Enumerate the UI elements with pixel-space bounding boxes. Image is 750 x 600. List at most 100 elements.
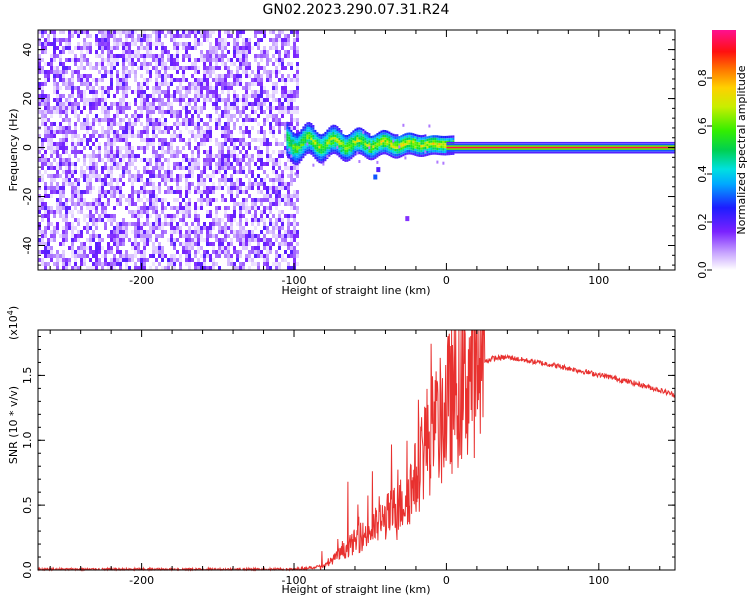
heatmap-cell [143, 258, 146, 262]
heatmap-cell [92, 218, 95, 222]
heatmap-cell [224, 230, 227, 234]
heatmap-cell [134, 114, 137, 118]
heatmap-cell [287, 198, 290, 202]
heatmap-cell [71, 78, 74, 82]
heatmap-cell [218, 34, 221, 38]
heatmap-cell [62, 258, 65, 262]
heatmap-cell [284, 242, 287, 246]
heatmap-cell [442, 143, 445, 146]
heatmap-cell [296, 150, 299, 153]
heatmap-cell [203, 62, 206, 66]
heatmap-cell [242, 30, 245, 34]
heatmap-cell [242, 110, 245, 114]
heatmap-cell [269, 94, 272, 98]
heatmap-cell [98, 150, 101, 154]
heatmap-cell [176, 206, 179, 210]
heatmap-cell [275, 186, 278, 190]
heatmap-cell [122, 218, 125, 222]
heatmap-cell [236, 70, 239, 74]
heatmap-cell [152, 118, 155, 122]
heatmap-cell [185, 118, 188, 122]
heatmap-cell [107, 242, 110, 246]
heatmap-cell [203, 250, 206, 254]
heatmap-cell [272, 54, 275, 58]
heatmap-cell [122, 222, 125, 226]
heatmap-cell [248, 258, 251, 262]
heatmap-cell [137, 86, 140, 90]
heatmap-cell [356, 144, 359, 148]
heatmap-cell [236, 146, 239, 150]
heatmap-cell [224, 222, 227, 226]
heatmap-cell [318, 143, 321, 146]
heatmap-cell [326, 139, 329, 142]
heatmap-cell [83, 154, 86, 158]
heatmap-cell [388, 134, 391, 137]
heatmap-cell [98, 78, 101, 82]
heatmap-cell [275, 190, 278, 194]
heatmap-cell [221, 142, 224, 146]
heatmap-cell [212, 246, 215, 250]
heatmap-cell [83, 198, 86, 202]
heatmap-cell [95, 174, 98, 178]
heatmap-cell [92, 222, 95, 226]
heatmap-cell [209, 226, 212, 230]
heatmap-cell [414, 136, 417, 139]
heatmap-cell [71, 162, 74, 166]
heatmap-cell [83, 218, 86, 222]
heatmap-cell [155, 38, 158, 42]
heatmap-cell [74, 58, 77, 62]
heatmap-cell [110, 106, 113, 110]
heatmap-cell [173, 110, 176, 114]
heatmap-cell [302, 148, 305, 151]
heatmap-cell [352, 130, 355, 133]
heatmap-cell [188, 182, 191, 186]
heatmap-cell [155, 186, 158, 190]
heatmap-cell [272, 178, 275, 182]
heatmap-cell [44, 94, 47, 98]
heatmap-cell [263, 242, 266, 246]
heatmap-cell [251, 222, 254, 226]
heatmap-cell [200, 262, 203, 266]
heatmap-cell [104, 166, 107, 170]
heatmap-cell [218, 158, 221, 162]
heatmap-cell [53, 230, 56, 234]
heatmap-cell [326, 129, 329, 132]
heatmap-cell [209, 198, 212, 202]
heatmap-cell [318, 146, 321, 149]
heatmap-cell [152, 110, 155, 114]
heatmap-cell [444, 140, 447, 144]
heatmap-cell [388, 151, 391, 154]
heatmap-cell [167, 238, 170, 242]
heatmap-cell [140, 122, 143, 126]
heatmap-cell [248, 74, 251, 78]
heatmap-cell [170, 82, 173, 86]
heatmap-cell [44, 70, 47, 74]
heatmap-cell [386, 133, 389, 136]
heatmap-cell [179, 94, 182, 98]
heatmap-cell [364, 130, 367, 133]
heatmap-cell [140, 226, 143, 230]
heatmap-cell [269, 218, 272, 222]
heatmap-cell [322, 150, 325, 154]
heatmap-cell [86, 78, 89, 82]
heatmap-cell [233, 90, 236, 94]
heatmap-cell [119, 106, 122, 110]
heatmap-cell [290, 174, 293, 178]
heatmap-cell [430, 140, 433, 143]
heatmap-cell [288, 156, 291, 159]
heatmap-cell [92, 266, 95, 270]
heatmap-cell [422, 134, 425, 138]
heatmap-cell [71, 106, 74, 110]
heatmap-cell [227, 82, 230, 86]
heatmap-cell [128, 222, 131, 226]
heatmap-cell [47, 262, 50, 266]
heatmap-cell [170, 174, 173, 178]
heatmap-cell [284, 110, 287, 114]
heatmap-cell [146, 46, 149, 50]
heatmap-cell [65, 102, 68, 106]
heatmap-cell [275, 258, 278, 262]
heatmap-cell [284, 234, 287, 238]
heatmap-cell [146, 134, 149, 138]
heatmap-cell [98, 262, 101, 266]
heatmap-cell [278, 98, 281, 102]
